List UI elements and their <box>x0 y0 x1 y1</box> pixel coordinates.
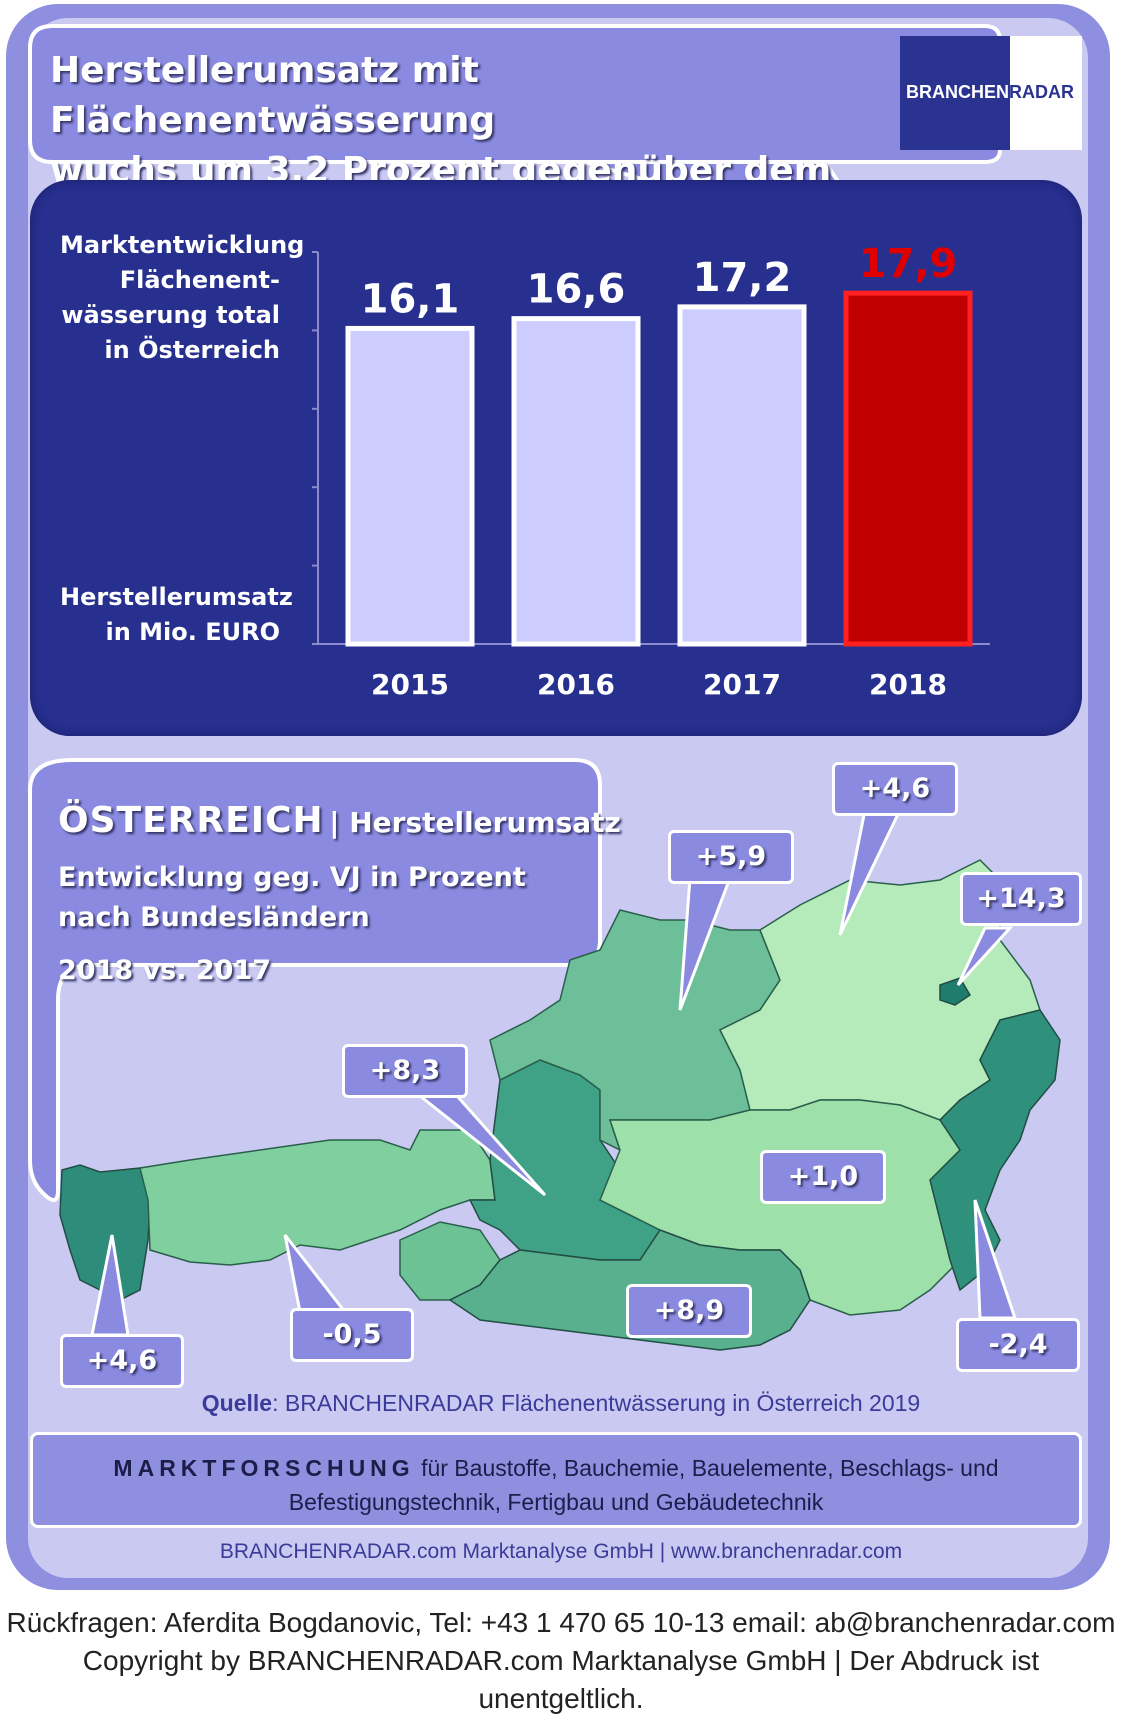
map-title-country: ÖSTERREICH <box>58 800 324 841</box>
branchenradar-logo: BRANCHENRADAR <box>900 36 1082 150</box>
callout-steiermark: +1,0 <box>760 1150 886 1204</box>
logo-text: BRANCHENRADAR <box>906 82 1074 102</box>
data-label-2018: 17,9 <box>859 241 958 287</box>
region-vorarlberg <box>59 1164 151 1301</box>
data-label-2015: 16,1 <box>361 276 460 322</box>
bar-2017 <box>677 304 807 647</box>
map-title-bubble <box>28 758 602 1202</box>
x-tick-label-2016: 2016 <box>537 668 615 701</box>
map-title: ÖSTERREICH | Herstellerumsatz <box>58 800 621 841</box>
company-line: BRANCHENRADAR.com Marktanalyse GmbH | ww… <box>219 1540 903 1563</box>
logo-block <box>900 36 1010 150</box>
callout-vorarlberg: +4,6 <box>60 1334 184 1388</box>
y-axis-label-top: Marktentwicklung Flächenent- wässerung t… <box>60 231 305 364</box>
contact-block: Rückfragen: Aferdita Bogdanovic, Tel: +4… <box>0 1604 1122 1718</box>
map-subtitle: Entwicklung geg. VJ in Prozent nach Bund… <box>58 862 526 933</box>
callout-salzburg: +8,3 <box>342 1044 468 1098</box>
copyright-line: Copyright by BRANCHENRADAR.com Marktanal… <box>82 1645 1040 1714</box>
austria-map <box>28 758 1061 1351</box>
region-burgenland <box>929 1009 1061 1292</box>
marktforschung-word: MARKTFORSCHUNG <box>113 1455 415 1481</box>
contact-line1: Rückfragen: Aferdita Bogdanovic, Tel: +4… <box>6 1607 1116 1638</box>
bar-2016 <box>511 316 641 647</box>
callout-wien: +14,3 <box>960 872 1082 926</box>
source-label: Quelle <box>201 1390 273 1416</box>
bar-2018 <box>843 290 973 647</box>
x-tick-label-2018: 2018 <box>869 668 947 701</box>
headline-line1: Herstellerumsatz mit Flächenentwässerung <box>50 50 496 141</box>
x-tick-label-2017: 2017 <box>703 668 781 701</box>
data-label-2017: 17,2 <box>693 255 792 301</box>
callout-tirol: -0,5 <box>290 1308 414 1362</box>
callout-niederoesterreich: +4,6 <box>832 762 958 816</box>
data-label-2016: 16,6 <box>527 267 626 313</box>
bar-chart: 16,1 2015 16,6 2016 17,2 2017 17,9 2018 <box>312 241 990 701</box>
map-title-metric: | Herstellerumsatz <box>329 806 621 839</box>
region-wien <box>939 977 972 1006</box>
x-tick-label-2015: 2015 <box>371 668 449 701</box>
y-axis-label-bottom: Herstellerumsatz in Mio. EURO <box>60 583 293 646</box>
region-tirol <box>139 1129 496 1266</box>
marktforschung-line1: für Baustoffe, Bauchemie, Bauelemente, B… <box>414 1455 999 1481</box>
pointer-burgenland <box>973 1199 1018 1320</box>
pointer-wien <box>956 926 1014 987</box>
callout-oberoesterreich: +5,9 <box>668 830 794 884</box>
callout-kaernten: +8,9 <box>626 1284 752 1338</box>
source-text: : BRANCHENRADAR Flächenentwässerung in Ö… <box>272 1390 921 1416</box>
map-year: 2018 vs. 2017 <box>58 955 272 986</box>
bar-2015 <box>345 325 475 647</box>
marktforschung-box: MARKTFORSCHUNG für Baustoffe, Bauchemie,… <box>30 1432 1082 1528</box>
callout-burgenland: -2,4 <box>956 1318 1080 1372</box>
source-line: Quelle: BRANCHENRADAR Flächenentwässerun… <box>0 1390 1122 1417</box>
marktforschung-line2: Befestigungstechnik, Fertigbau und Gebäu… <box>288 1489 824 1515</box>
